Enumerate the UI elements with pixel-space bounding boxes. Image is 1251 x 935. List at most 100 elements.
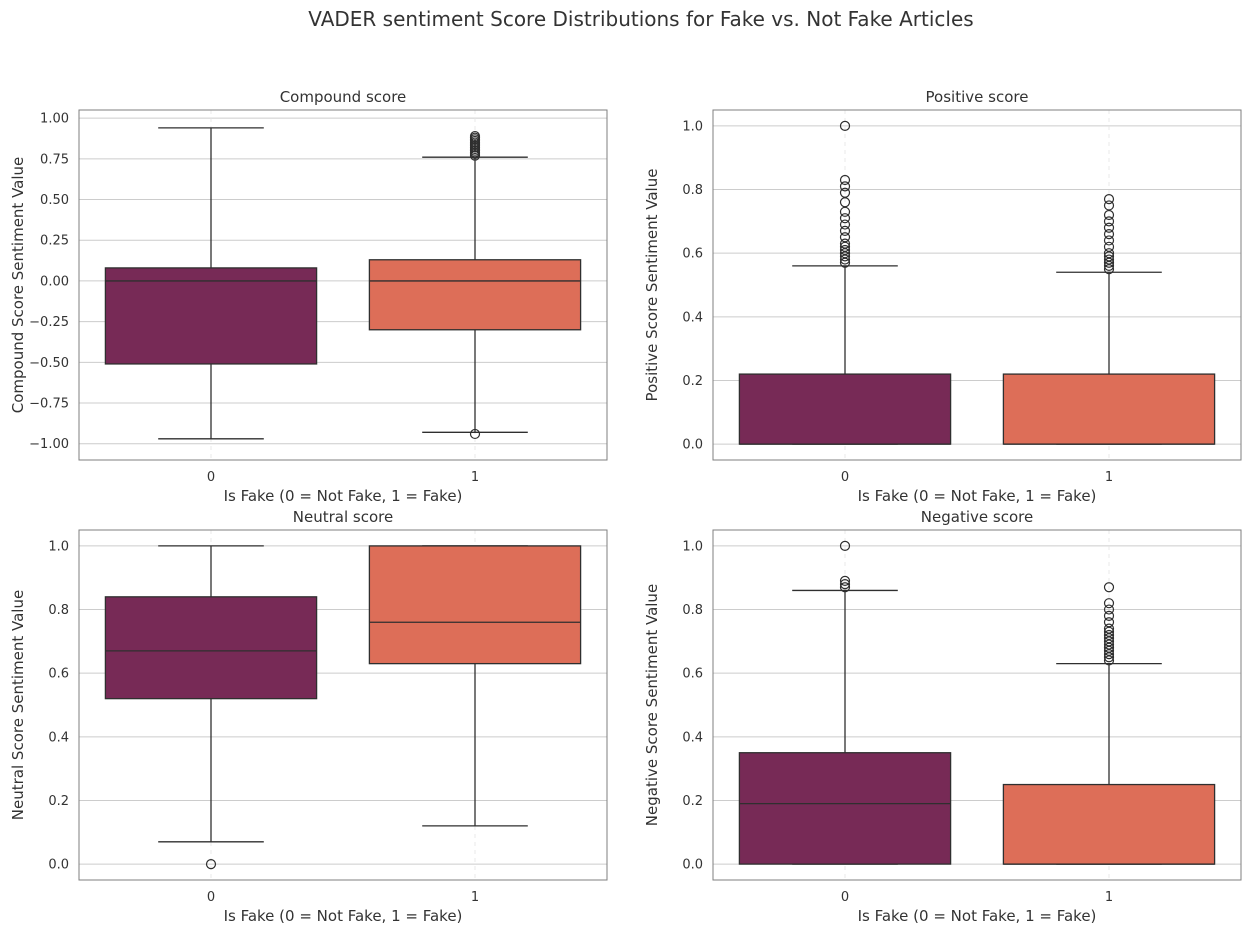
outlier-point <box>1103 222 1115 233</box>
y-tick-label: −0.75 <box>29 397 69 412</box>
y-tick-label: −0.25 <box>29 315 69 330</box>
y-tick-label: 0.6 <box>48 667 69 682</box>
subplot-title: Positive score <box>926 88 1029 106</box>
y-tick-label: 0.6 <box>682 247 703 262</box>
subplot-title: Compound score <box>280 88 407 106</box>
plot-frame <box>712 109 1242 461</box>
plot-frame <box>78 109 608 461</box>
x-tick-label: 1 <box>1105 890 1113 905</box>
box-group-0 <box>738 540 952 865</box>
outlier-point <box>1103 629 1115 641</box>
x-tick-label: 1 <box>1105 470 1113 485</box>
y-tick-label: 1.0 <box>682 119 703 134</box>
y-axis-label: Compound Score Sentiment Value <box>9 157 27 414</box>
outlier-point <box>1103 216 1115 227</box>
outlier-point <box>1103 617 1115 628</box>
y-tick-label: 0.6 <box>682 667 703 682</box>
outlier-point <box>1103 200 1115 211</box>
outlier-point <box>1103 604 1115 615</box>
iqr-box <box>738 752 952 865</box>
box-group-1 <box>1002 193 1216 445</box>
y-tick-label: 1.00 <box>40 112 69 127</box>
outlier-point <box>1103 623 1115 634</box>
y-tick-label: 0.75 <box>40 152 69 167</box>
outlier-point <box>1103 610 1115 622</box>
y-axis-label: Neutral Score Sentiment Value <box>9 590 27 820</box>
box-group-1 <box>368 545 582 827</box>
y-tick-label: 0.2 <box>682 374 703 389</box>
box-group-0 <box>104 127 318 440</box>
outlier-point <box>839 575 851 587</box>
y-tick-label: 0.8 <box>48 603 69 618</box>
x-tick-label: 1 <box>471 890 479 905</box>
y-tick-label: 0.8 <box>682 183 703 198</box>
y-tick-label: 0.4 <box>682 310 703 325</box>
x-tick-label: 0 <box>207 470 215 485</box>
iqr-box <box>1002 373 1216 445</box>
x-axis-label: Is Fake (0 = Not Fake, 1 = Fake) <box>858 487 1097 505</box>
plot-frame <box>712 529 1242 881</box>
outlier-point <box>839 582 851 593</box>
y-tick-label: 0.50 <box>40 193 69 208</box>
outlier-point <box>839 181 851 192</box>
subplot-title: Negative score <box>921 508 1033 526</box>
outlier-point <box>839 540 851 552</box>
plot-frame <box>78 529 608 881</box>
iqr-box <box>104 267 318 365</box>
outlier-point <box>1103 582 1115 593</box>
figure-title: VADER sentiment Score Distributions for … <box>308 7 973 31</box>
outlier-point <box>1103 228 1115 240</box>
outlier-point <box>1103 254 1115 265</box>
outlier-point <box>1103 193 1115 205</box>
outlier-point <box>1103 248 1115 259</box>
y-tick-label: 0.0 <box>48 858 69 873</box>
y-tick-label: 0.00 <box>40 274 69 289</box>
y-tick-label: 0.25 <box>40 234 69 249</box>
outlier-point <box>839 238 851 249</box>
outlier-point <box>839 578 851 590</box>
x-tick-label: 0 <box>841 890 849 905</box>
y-tick-label: 1.0 <box>682 539 703 554</box>
y-tick-label: 0.2 <box>48 794 69 809</box>
iqr-box <box>368 545 582 665</box>
y-tick-label: 0.2 <box>682 794 703 809</box>
outlier-point <box>839 225 851 237</box>
outlier-point <box>839 187 851 198</box>
outlier-point <box>1103 598 1115 609</box>
outlier-point <box>839 244 851 256</box>
y-tick-label: −1.00 <box>29 437 69 452</box>
x-axis-label: Is Fake (0 = Not Fake, 1 = Fake) <box>224 907 463 925</box>
y-tick-label: −0.50 <box>29 356 69 371</box>
box-group-0 <box>738 120 952 445</box>
y-tick-label: 0.8 <box>682 603 703 618</box>
box-group-0 <box>104 545 318 870</box>
y-tick-label: 0.0 <box>682 438 703 453</box>
outlier-point <box>1103 241 1115 252</box>
outlier-point <box>839 219 851 230</box>
iqr-box <box>1002 783 1216 865</box>
outlier-point <box>839 213 851 224</box>
iqr-box <box>104 596 318 700</box>
y-tick-label: 0.0 <box>682 858 703 873</box>
subplots-container: −1.00−0.75−0.50−0.250.000.250.500.751.00… <box>9 88 1242 925</box>
subplot-1: −1.00 −0.75 −0.50 −0.25 0.00 0.25 0.50 0.75 1.00… <box>9 88 608 505</box>
x-axis-label: Is Fake (0 = Not Fake, 1 = Fake) <box>224 487 463 505</box>
subplot-2: 0.0 0.2 0.4 0.6 0.8 1.0 0 1 Positive score Is Fak… <box>643 88 1242 505</box>
y-tick-label: 0.4 <box>682 730 703 745</box>
y-axis-label: Negative Score Sentiment Value <box>643 584 661 826</box>
y-tick-label: 1.0 <box>48 539 69 554</box>
x-tick-label: 0 <box>207 890 215 905</box>
box-group-1 <box>368 130 582 440</box>
x-axis-label: Is Fake (0 = Not Fake, 1 = Fake) <box>858 907 1097 925</box>
y-axis-label: Positive Score Sentiment Value <box>643 169 661 402</box>
outlier-point <box>469 428 481 440</box>
outlier-point <box>839 120 851 132</box>
outlier-point <box>205 858 217 870</box>
x-tick-label: 1 <box>471 470 479 485</box>
outlier-point <box>1103 235 1115 246</box>
outlier-point <box>839 232 851 243</box>
x-tick-label: 0 <box>841 470 849 485</box>
subplot-title: Neutral score <box>293 508 393 526</box>
subplot-3: 0.0 0.2 0.4 0.6 0.8 1.0 0 1 Neutral score Is Fake… <box>9 508 608 925</box>
